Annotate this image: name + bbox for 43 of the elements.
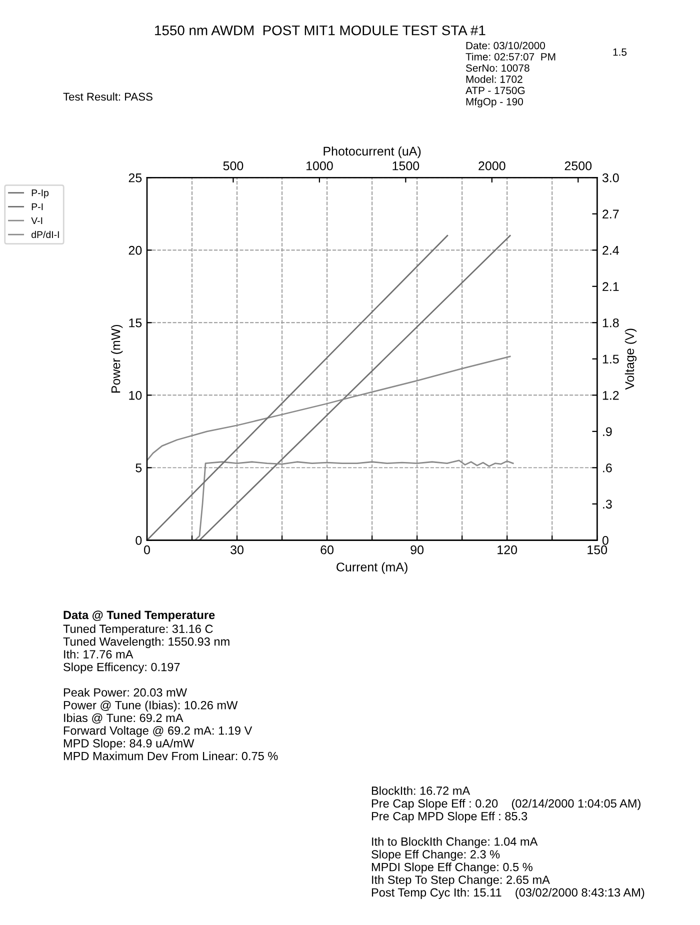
y2-tick-label: .6 xyxy=(603,463,612,472)
x-tick-label: 30 xyxy=(230,545,244,554)
y2-tick-label: 1.8 xyxy=(602,318,619,328)
x2-tick-label: 1000 xyxy=(306,161,333,170)
y-axis-title: Power (mW) xyxy=(111,324,123,393)
x-tick-label: 60 xyxy=(320,545,334,554)
y2-tick-label: 3.0 xyxy=(602,173,619,182)
x-tick-label: 150 xyxy=(588,545,608,554)
text: Data @ Tuned Temperature xyxy=(64,610,215,622)
x-tick-label: 90 xyxy=(410,545,424,554)
x2-axis-title: Photocurrent (uA) xyxy=(324,146,421,158)
y2-tick-label: .9 xyxy=(603,427,612,436)
text: BlockIth: 16.72 mA Pre Cap Slope Eff : 0.20 (02/14/2000 1:04:05 AM) Pre Cap MPD Slope Eff : 85.3 Ith to BlockIth Change: 1.04 mA Slope Eff Change: 2.3 % MPDI Slope Eff Change: 0.5 % Ith Step To Step Change: 2.65 mA Post Temp Cyc Ith: 15.11 (03/02/2000 8:43:13 AM) xyxy=(372,786,644,899)
y2-tick-label: 1.5 xyxy=(602,354,619,364)
text: Date: 03/10/2000 Time: 02:57:07 PM SerNo: 10078 Model: 1702 ATP - 1750G MfgOp - 190 xyxy=(466,42,556,108)
y-tick-label: 25 xyxy=(128,173,142,182)
y-tick-label: 10 xyxy=(129,390,142,400)
y-tick-label: 15 xyxy=(129,318,142,328)
x-tick-label: 120 xyxy=(498,545,518,554)
y2-tick-label: 0 xyxy=(602,536,608,545)
y2-tick-label: 2.1 xyxy=(602,282,619,291)
y2-tick-label: 1.2 xyxy=(602,390,619,400)
text: Test Result: PASS xyxy=(63,92,152,101)
text: Tuned Temperature: 31.16 C Tuned Wavelength: 1550.93 nm Ith: 17.76 mA Slope Efficency: 0.197 Peak Power: 20.03 mW Power @ Tune (Ibias): 10.26 mW Ibias @ Tune: 69.2 mA Forward Voltage @ 69.2 mA: 1.19 V MPD Slope: 84.9 uA/mW MPD Maximum Dev From Linear: 0.75 % xyxy=(63,624,278,760)
x2-tick-label: 500 xyxy=(223,161,244,170)
legend-label: P-Ip xyxy=(32,189,49,198)
legend-label: P-I xyxy=(32,203,43,210)
y2-tick-label: 2.4 xyxy=(602,246,619,255)
x2-tick-label: 1500 xyxy=(392,161,420,170)
text: 1.5 xyxy=(613,48,627,56)
y2-tick-label: .3 xyxy=(603,500,612,509)
legend-label: V-I xyxy=(31,217,42,224)
y-tick-label: 20 xyxy=(128,246,142,255)
y2-tick-label: 2.7 xyxy=(602,210,619,218)
y-tick-label: 0 xyxy=(136,536,142,545)
x-tick-label: 0 xyxy=(144,545,150,554)
y-tick-label: 5 xyxy=(136,464,142,472)
y2-axis-title: Voltage (V) xyxy=(624,328,637,390)
legend-label: dP/dI-I xyxy=(32,230,59,238)
x-axis-title: Current (mA) xyxy=(336,562,408,574)
x2-tick-label: 2500 xyxy=(564,161,592,170)
chart-title: 1550 nm AWDM POST MIT1 MODULE TEST STA #1 xyxy=(155,25,486,36)
x2-tick-label: 2000 xyxy=(478,161,506,170)
